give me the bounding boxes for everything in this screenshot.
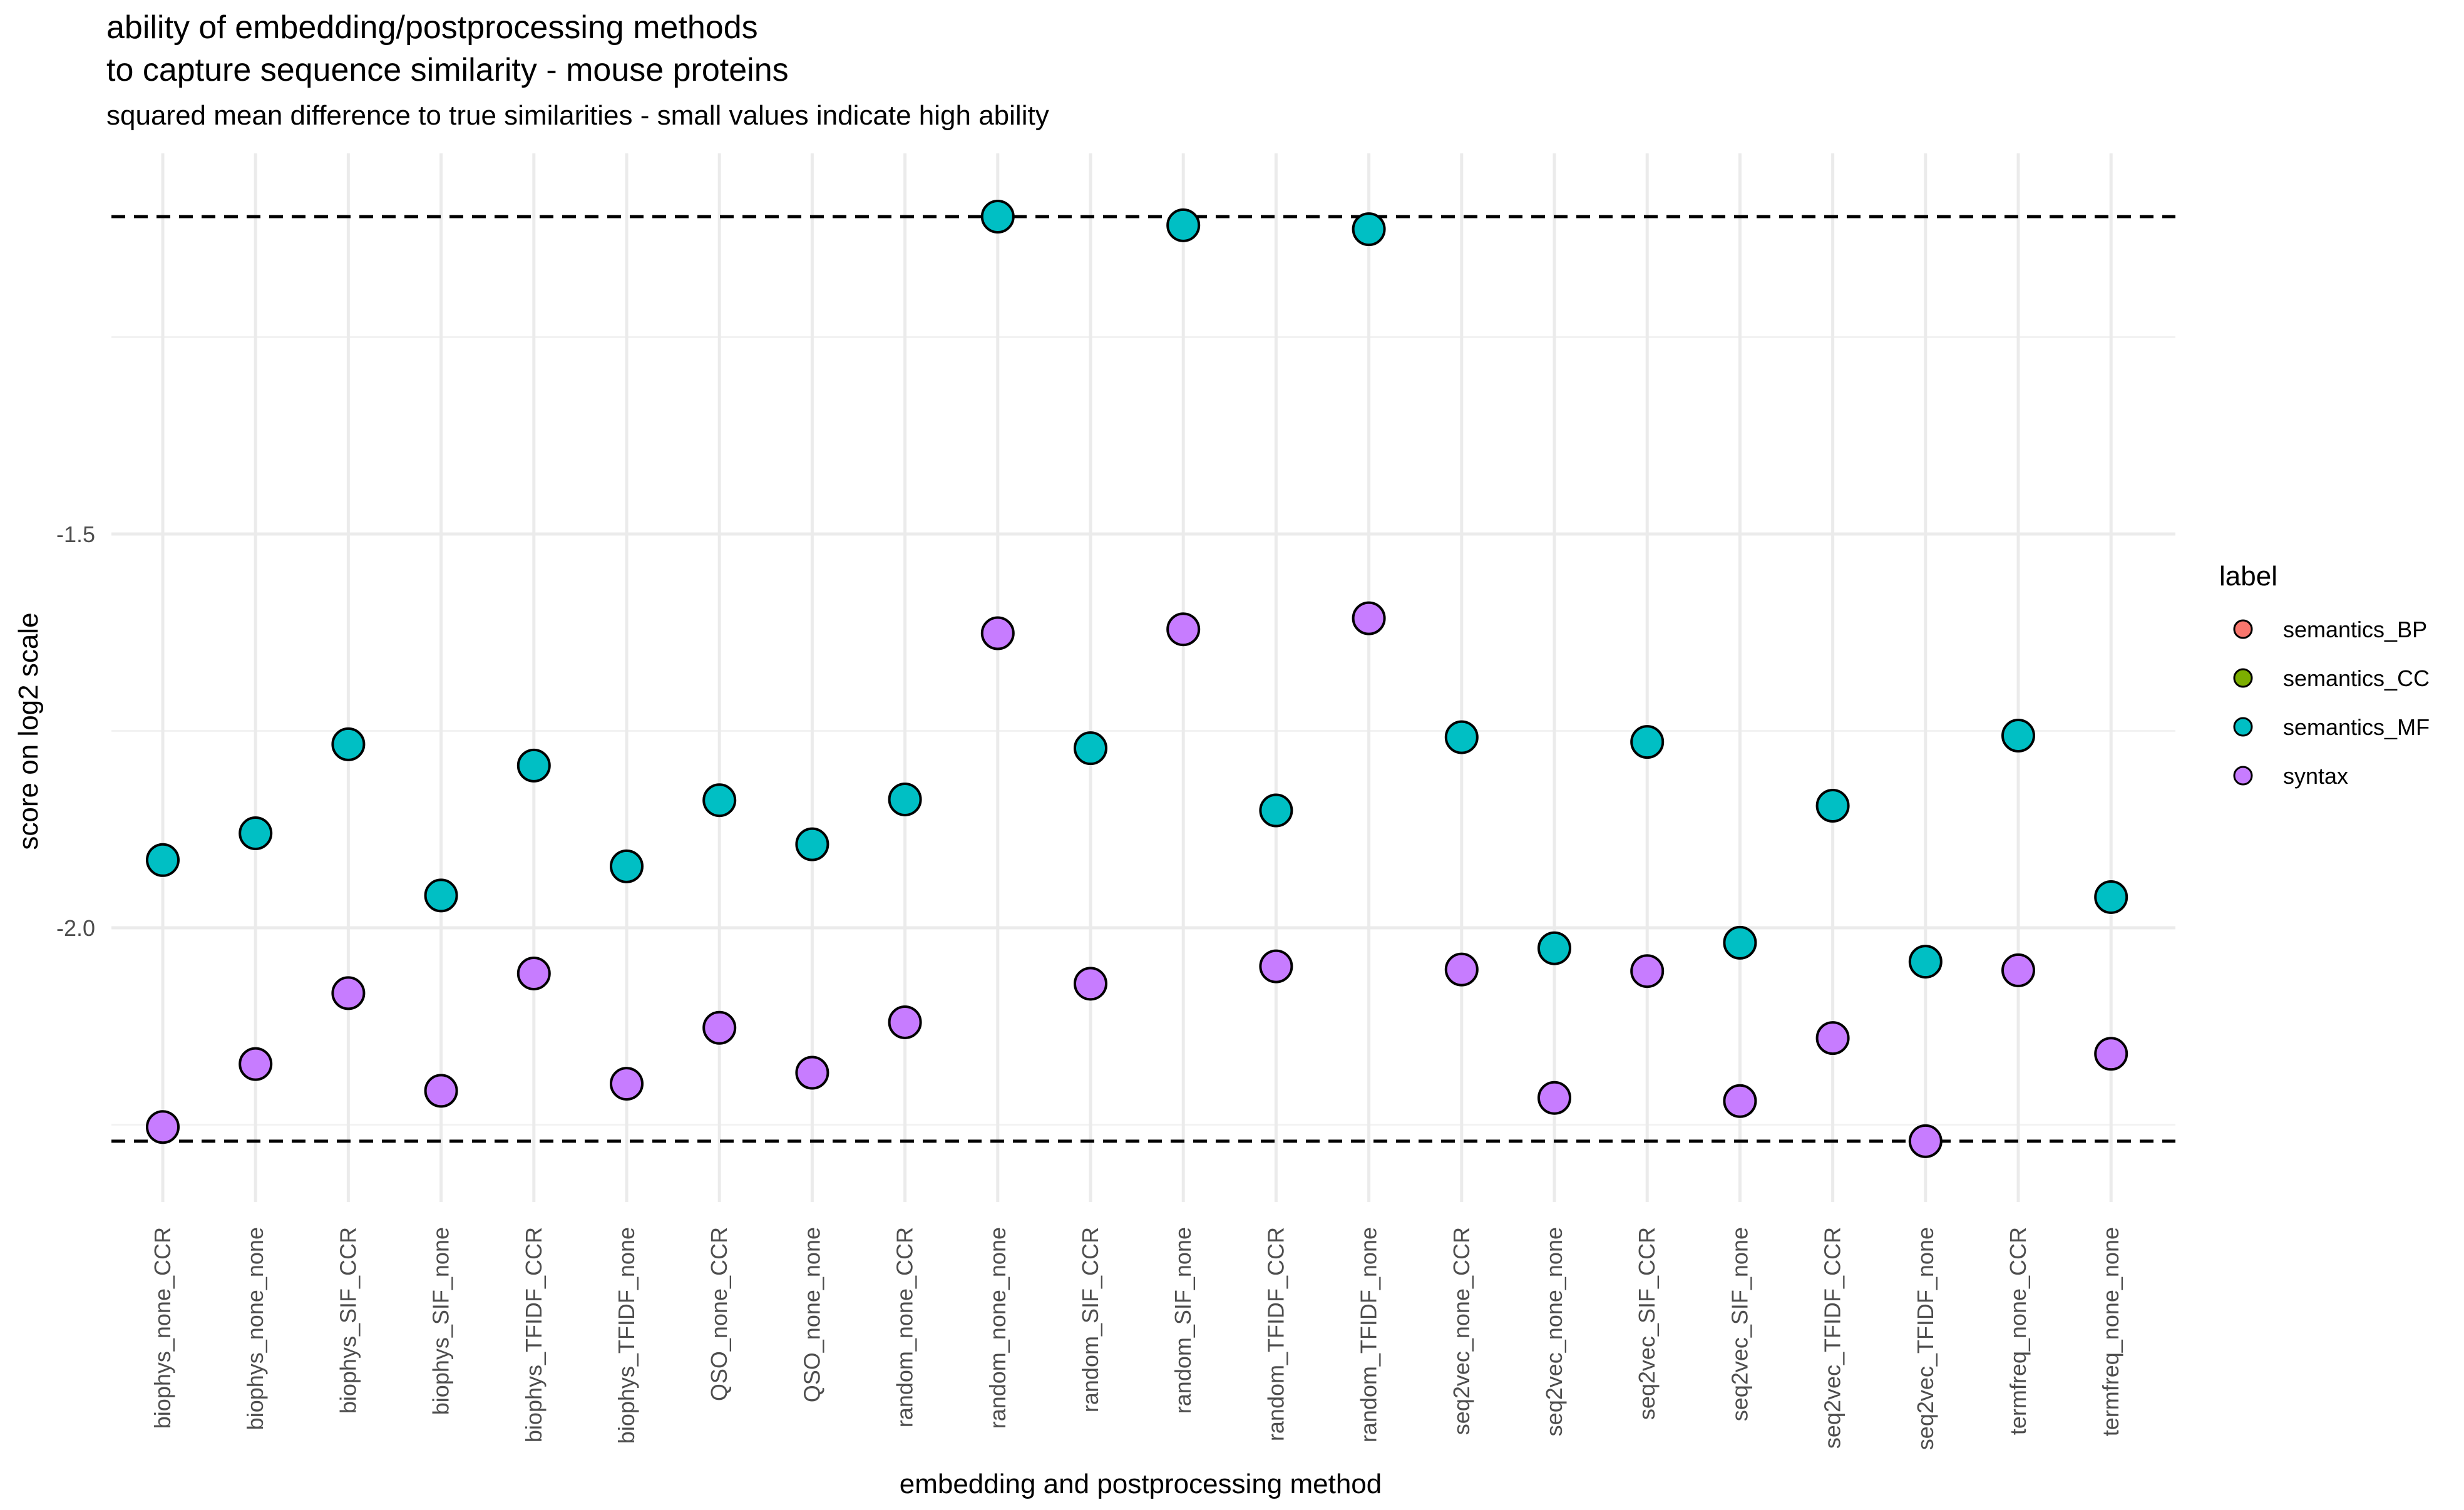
point-semantics_MF	[516, 748, 551, 783]
chart-title-line-1: ability of embedding/postprocessing meth…	[106, 9, 758, 46]
legend: label semantics_BP semantics_CC semantics_…	[2219, 561, 2430, 789]
y-axis-title: score on log2 scale	[13, 612, 44, 850]
point-semantics_MF	[239, 816, 273, 851]
point-syntax	[2001, 953, 2035, 987]
point-semantics_MF	[980, 200, 1015, 234]
x-axis-title: embedding and postprocessing method	[900, 1469, 1382, 1499]
axes: score on log2 scale embedding and postpr…	[13, 521, 2123, 1499]
x-tick-label: QSO_none_none	[799, 1227, 824, 1402]
point-semantics_MF	[1259, 793, 1293, 828]
x-tick-label: QSO_none_CCR	[706, 1227, 732, 1401]
reference-lines	[111, 215, 2175, 1143]
point-semantics_MF	[1074, 731, 1107, 766]
point-syntax	[980, 616, 1015, 650]
point-semantics_MF	[424, 878, 458, 913]
x-tick-label: biophys_SIF_none	[428, 1227, 454, 1415]
x-tick-label: seq2vec_none_none	[1541, 1227, 1567, 1436]
point-syntax	[1908, 1124, 1943, 1158]
point-semantics_MF	[146, 843, 180, 877]
legend-label: semantics_CC	[2283, 665, 2430, 691]
legend-key	[2233, 668, 2253, 688]
point-syntax	[516, 956, 551, 990]
point-syntax	[610, 1067, 644, 1101]
point-semantics_MF	[1444, 720, 1479, 754]
point-semantics_MF	[1166, 208, 1201, 242]
point-syntax	[1444, 952, 1479, 987]
point-semantics_MF	[331, 727, 366, 761]
x-tick-label: random_none_CCR	[892, 1227, 918, 1427]
point-syntax	[1352, 601, 1386, 635]
point-semantics_MF	[1630, 725, 1665, 759]
legend-key	[2233, 766, 2253, 786]
chart-subtitle: squared mean difference to true similari…	[106, 100, 1049, 131]
x-tick-label: random_none_none	[985, 1227, 1010, 1429]
legend-label: semantics_MF	[2283, 714, 2430, 740]
point-semantics_MF	[1908, 945, 1943, 979]
point-syntax	[1074, 967, 1107, 1001]
point-semantics_MF	[1352, 212, 1386, 247]
point-semantics_MF	[2001, 719, 2035, 753]
point-syntax	[239, 1047, 273, 1081]
point-syntax	[2094, 1037, 2128, 1071]
point-semantics_MF	[1723, 925, 1757, 960]
y-tick-label: -2.0	[56, 915, 95, 941]
point-syntax	[1815, 1021, 1850, 1055]
point-syntax	[1630, 954, 1665, 989]
x-tick-label: biophys_none_CCR	[150, 1227, 175, 1429]
legend-title: label	[2219, 561, 2277, 592]
point-syntax	[1537, 1081, 1571, 1115]
point-syntax	[1166, 612, 1201, 647]
point-syntax	[424, 1074, 458, 1108]
point-semantics_MF	[795, 827, 829, 861]
chart-title-line-2: to capture sequence similarity - mouse p…	[106, 52, 789, 88]
x-tick-label: seq2vec_TFIDF_CCR	[1820, 1227, 1845, 1449]
point-syntax	[888, 1005, 922, 1039]
point-syntax	[795, 1055, 829, 1090]
point-semantics_MF	[888, 782, 922, 816]
legend-key	[2233, 619, 2253, 639]
point-syntax	[331, 976, 366, 1010]
x-tick-label: seq2vec_TFIDF_none	[1912, 1227, 1938, 1450]
point-semantics_MF	[1815, 789, 1850, 823]
x-tick-label: biophys_SIF_CCR	[335, 1227, 361, 1414]
point-semantics_MF	[2094, 880, 2128, 914]
x-tick-label: termfreq_none_none	[2098, 1227, 2123, 1436]
point-syntax	[1723, 1084, 1757, 1118]
x-tick-label: biophys_TFIDF_none	[613, 1227, 639, 1444]
legend-key	[2233, 717, 2253, 737]
y-tick-label: -1.5	[56, 521, 95, 547]
data-points	[146, 200, 2128, 1158]
x-tick-label: random_TFIDF_none	[1356, 1227, 1382, 1442]
x-tick-label: random_SIF_none	[1170, 1227, 1196, 1414]
point-syntax	[702, 1010, 737, 1045]
legend-label: syntax	[2283, 763, 2348, 789]
x-tick-label: seq2vec_SIF_none	[1727, 1227, 1752, 1421]
x-tick-label: biophys_none_none	[242, 1227, 268, 1430]
grid-layer	[111, 153, 2175, 1202]
point-semantics_MF	[702, 783, 737, 818]
x-tick-label: seq2vec_SIF_CCR	[1634, 1227, 1660, 1420]
point-semantics_MF	[1537, 931, 1571, 965]
x-tick-label: seq2vec_none_CCR	[1449, 1227, 1474, 1435]
x-tick-label: biophys_TFIDF_CCR	[521, 1227, 547, 1442]
point-semantics_MF	[610, 849, 644, 883]
x-tick-label: termfreq_none_CCR	[2005, 1227, 2031, 1435]
point-syntax	[1259, 949, 1293, 984]
point-syntax	[146, 1110, 180, 1144]
legend-label: semantics_BP	[2283, 617, 2427, 642]
x-tick-label: random_TFIDF_CCR	[1263, 1227, 1288, 1441]
x-tick-label: random_SIF_CCR	[1077, 1227, 1103, 1412]
